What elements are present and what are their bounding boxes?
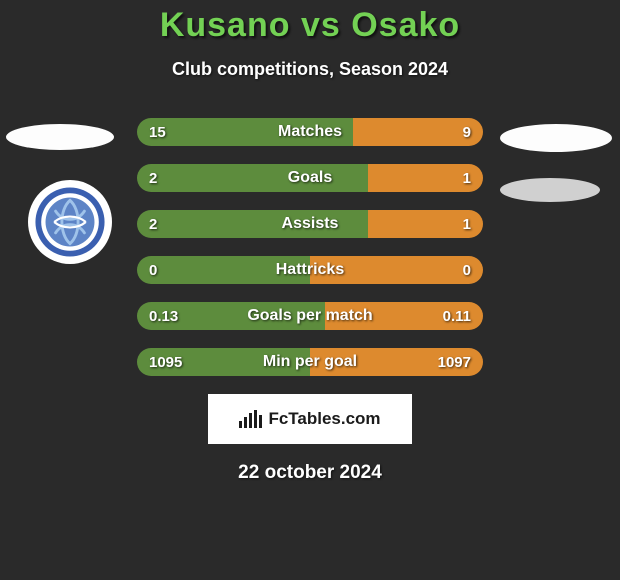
stat-value-left: 15 <box>149 124 166 141</box>
logo-bars-icon <box>239 410 262 428</box>
stat-value-right: 0 <box>463 262 471 279</box>
page-title: Kusano vs Osako <box>0 6 620 45</box>
stat-value-right: 9 <box>463 124 471 141</box>
stat-row: Goals per match0.130.11 <box>137 302 483 330</box>
stat-row: Matches159 <box>137 118 483 146</box>
stat-rows: Matches159Goals21Assists21Hattricks00Goa… <box>137 118 483 376</box>
stat-value-right: 1 <box>463 216 471 233</box>
stat-value-right: 1097 <box>438 354 471 371</box>
fctables-logo: FcTables.com <box>208 394 412 444</box>
stat-row: Min per goal10951097 <box>137 348 483 376</box>
stat-value-left: 0.13 <box>149 308 178 325</box>
subtitle: Club competitions, Season 2024 <box>0 59 620 80</box>
comparison-card: Kusano vs Osako Club competitions, Seaso… <box>0 0 620 580</box>
stat-row: Hattricks00 <box>137 256 483 284</box>
stats-container: Matches159Goals21Assists21Hattricks00Goa… <box>0 118 620 484</box>
stat-value-left: 2 <box>149 216 157 233</box>
stat-row: Goals21 <box>137 164 483 192</box>
stat-value-left: 1095 <box>149 354 182 371</box>
stat-value-right: 0.11 <box>443 308 471 325</box>
stat-value-left: 2 <box>149 170 157 187</box>
logo-text: FcTables.com <box>268 409 380 429</box>
update-date: 22 october 2024 <box>0 462 620 484</box>
stat-row: Assists21 <box>137 210 483 238</box>
stat-value-right: 1 <box>463 170 471 187</box>
stat-value-left: 0 <box>149 262 157 279</box>
